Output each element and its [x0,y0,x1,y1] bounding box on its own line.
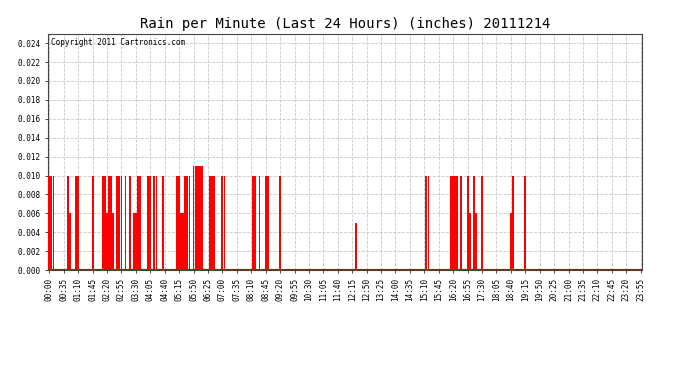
Bar [110,176,112,270]
Bar [450,176,452,270]
Bar [133,213,135,270]
Bar [155,176,157,270]
Bar [67,176,69,270]
Bar [195,166,197,270]
Bar [52,176,55,270]
Bar [112,213,114,270]
Bar [117,176,118,270]
Bar [475,213,477,270]
Bar [452,176,454,270]
Bar [259,176,260,270]
Bar [182,213,184,270]
Bar [75,176,77,270]
Bar [460,176,462,270]
Bar [473,176,475,270]
Bar [512,176,514,270]
Bar [524,176,526,270]
Bar [279,176,281,270]
Bar [184,176,186,270]
Bar [149,176,151,270]
Bar [178,176,180,270]
Bar [139,176,141,270]
Bar [428,176,429,270]
Bar [108,176,110,270]
Bar [135,213,137,270]
Bar [153,176,155,270]
Bar [161,176,164,270]
Bar [255,176,256,270]
Bar [69,213,71,270]
Bar [213,176,215,270]
Bar [77,176,79,270]
Bar [106,213,108,270]
Bar [121,176,122,270]
Bar [454,176,456,270]
Bar [456,176,458,270]
Bar [253,176,254,270]
Bar [176,176,178,270]
Bar [221,176,224,270]
Bar [180,213,182,270]
Bar [209,176,211,270]
Text: Copyright 2011 Cartronics.com: Copyright 2011 Cartronics.com [51,39,186,48]
Bar [48,176,50,270]
Bar [186,176,188,270]
Bar [211,176,213,270]
Bar [197,166,199,270]
Bar [224,176,226,270]
Bar [102,176,103,270]
Bar [265,176,266,270]
Bar [119,176,120,270]
Bar [199,166,201,270]
Title: Rain per Minute (Last 24 Hours) (inches) 20111214: Rain per Minute (Last 24 Hours) (inches)… [140,17,550,31]
Bar [125,176,126,270]
Bar [426,176,427,270]
Bar [267,176,268,270]
Bar [137,176,139,270]
Bar [193,166,195,270]
Bar [355,223,357,270]
Bar [469,213,471,270]
Bar [481,176,483,270]
Bar [50,176,52,270]
Bar [129,176,130,270]
Bar [466,176,469,270]
Bar [510,213,512,270]
Bar [201,166,203,270]
Bar [147,176,149,270]
Bar [188,176,190,270]
Bar [92,176,94,270]
Bar [104,176,106,270]
